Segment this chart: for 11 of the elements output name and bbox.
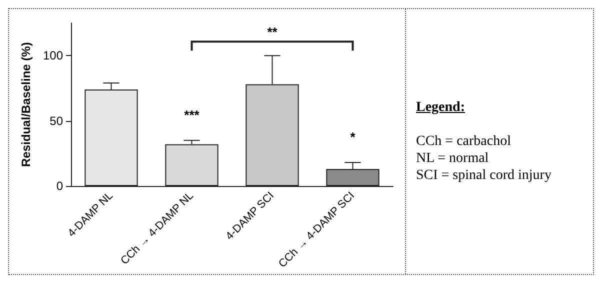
y-tick-label: 0 (56, 179, 64, 193)
y-tick-label: 100 (42, 48, 64, 63)
text: Legend: (416, 99, 466, 116)
annotation: * (350, 130, 356, 145)
y-axis-title: Residual/Baseline (%) (19, 42, 34, 167)
annotation: ** (267, 24, 278, 40)
text: NL = normal (416, 150, 490, 167)
y-tick-label: 50 (50, 114, 64, 128)
text: SCI = spinal cord injury (416, 167, 552, 184)
annotation: *** (184, 107, 200, 122)
text: CCh = carbachol (416, 133, 512, 150)
